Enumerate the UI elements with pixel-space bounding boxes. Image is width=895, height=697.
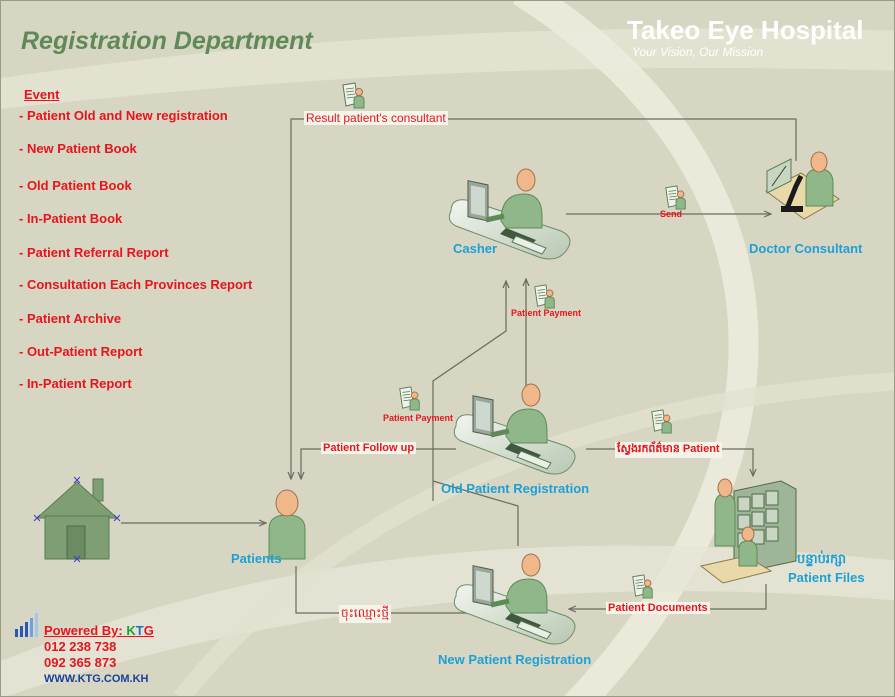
edge-label-search-info: ស្វែងរកព័ត៌មាន Patient xyxy=(615,442,722,458)
event-item: - Patient Old and New registration xyxy=(19,108,228,123)
send-document-person-icon xyxy=(665,185,686,210)
event-item: - Out-Patient Report xyxy=(19,344,143,359)
node-new-patient-registration: New Patient Registration xyxy=(438,652,592,667)
powered-by: Powered By: KTG xyxy=(44,623,154,638)
node-patient-files-kh: បន្ទាប់រក្សា xyxy=(797,551,847,566)
result-document-person-icon xyxy=(342,82,365,109)
person-icon xyxy=(268,489,306,560)
website-link[interactable]: WWW.KTG.COM.KH xyxy=(44,673,149,685)
event-item: - New Patient Book xyxy=(19,141,137,156)
event-item: - In-Patient Book xyxy=(19,211,123,226)
hospital-tagline: Your Vision, Our Mission xyxy=(632,45,764,59)
node-old-patient-registration: Old Patient Registration xyxy=(441,481,590,496)
node-patient-files: Patient Files xyxy=(788,570,865,585)
node-patients: Patients xyxy=(231,551,282,566)
event-item: - Patient Referral Report xyxy=(19,245,169,260)
edge-new-to-old xyxy=(432,480,519,546)
file-cabinet-icon xyxy=(699,478,797,584)
node-doctor-consultant: Doctor Consultant xyxy=(749,241,863,256)
hospital-name: Takeo Eye Hospital xyxy=(627,15,864,45)
node-casher: Casher xyxy=(453,241,498,256)
edge-label-payment-top: Patient Payment xyxy=(511,308,582,318)
edge-new-name xyxy=(295,566,491,613)
house-icon xyxy=(33,476,121,563)
event-item: - Consultation Each Provinces Report xyxy=(19,277,253,292)
brand-letter-t: T xyxy=(135,623,144,638)
event-item: - In-Patient Report xyxy=(19,376,132,391)
doctor-microscope-icon xyxy=(765,151,840,220)
edge-label-send: Send xyxy=(660,209,683,219)
phone-number: 012 238 738 xyxy=(44,639,117,654)
edge-result-consultant xyxy=(291,118,797,479)
old-reg-desk-computer-icon xyxy=(454,384,575,474)
payment-top-document-person-icon xyxy=(534,284,555,309)
event-item: - Patient Archive xyxy=(19,311,122,326)
powered-label: Powered By: xyxy=(44,623,123,638)
payment-left-document-person-icon xyxy=(399,386,420,411)
edge-label-follow-up: Patient Follow up xyxy=(321,442,417,454)
phone-number: 092 365 873 xyxy=(44,655,117,670)
brand-letter-g: G xyxy=(143,623,154,638)
page-title: Registration Department xyxy=(21,27,313,55)
edge-label-payment-left: Patient Payment xyxy=(383,413,454,423)
event-item: - Old Patient Book xyxy=(19,178,132,193)
edge-label-new-name: ចុះឈ្មោះថ្មី xyxy=(339,605,392,623)
edge-payment-left xyxy=(432,281,506,501)
edge-label-result: Result patient's consultant xyxy=(304,111,448,125)
event-heading: Event xyxy=(24,87,60,102)
signal-bars-icon xyxy=(15,613,38,637)
edge-label-documents: Patient Documents xyxy=(606,602,710,614)
brand-letter-k: K xyxy=(126,623,136,638)
